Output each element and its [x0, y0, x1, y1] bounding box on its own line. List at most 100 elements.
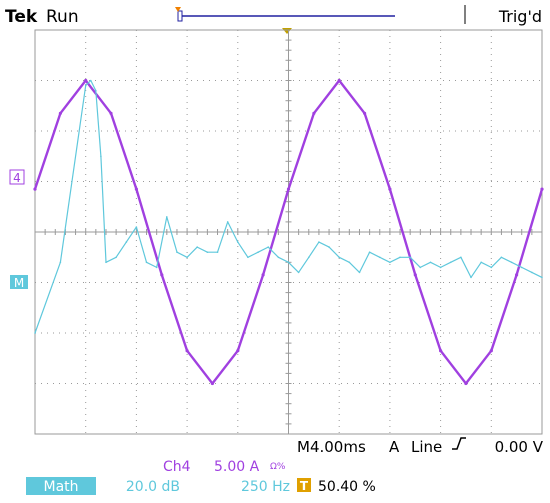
- trace-point-ch4: [515, 273, 519, 277]
- trace-point-math: [409, 256, 412, 259]
- run-state: Run: [46, 7, 79, 27]
- trace-point-ch4: [489, 349, 493, 353]
- trace-point-math: [257, 251, 259, 253]
- record-position-bar[interactable]: [175, 7, 395, 22]
- trace-point-math: [490, 266, 493, 269]
- rising-edge-icon: [452, 437, 466, 450]
- trace-point-math: [460, 256, 462, 259]
- trigger-level: 0.00 V: [495, 438, 544, 456]
- omega-percent-icon: Ω%: [270, 462, 286, 472]
- trace-point-math: [449, 261, 452, 264]
- trace-point-math: [429, 261, 432, 264]
- math-marker[interactable]: M: [10, 275, 28, 290]
- trace-point-math: [105, 261, 107, 264]
- trace-point-math: [531, 271, 533, 274]
- horizontal-scale: M4.00ms: [297, 438, 366, 456]
- trace-point-math: [439, 266, 442, 269]
- math-readout[interactable]: Math 20.0 dB 250 Hz T 50.40 %: [26, 477, 376, 495]
- trace-point-math: [267, 246, 270, 248]
- trigger-position-marker: [175, 7, 181, 12]
- trace-point-math: [206, 251, 209, 253]
- trace-point-math: [389, 261, 391, 264]
- ch4-marker-label: 4: [13, 171, 21, 185]
- trace-point-math: [328, 246, 330, 248]
- trace-point-math: [166, 216, 168, 218]
- trace-point-ch4: [261, 273, 265, 277]
- trace-point-math: [135, 226, 138, 228]
- trace-point-math: [318, 241, 320, 243]
- trace-point-ch4: [464, 381, 468, 386]
- trace-point-math: [368, 251, 371, 253]
- trace-point-math: [470, 276, 472, 279]
- trace-point-math: [125, 241, 128, 243]
- trace-point-ch4: [363, 111, 367, 115]
- math-label-box: [26, 477, 96, 495]
- trace-point-math: [84, 84, 87, 87]
- math-frequency: 250 Hz: [241, 479, 290, 495]
- trace-point-math: [176, 251, 178, 253]
- trace-point-ch4: [388, 187, 392, 191]
- trigger-source: Line: [411, 438, 442, 456]
- trigger-position-icon-label: T: [300, 479, 309, 493]
- trace-point-math: [287, 261, 290, 264]
- trace-point-ch4: [33, 187, 37, 191]
- trace-point-math: [216, 251, 219, 253]
- trace-point-math: [196, 246, 198, 248]
- trace-point-math: [500, 256, 503, 259]
- trace-point-math: [338, 256, 341, 259]
- trace-point-math: [399, 256, 401, 259]
- trace-point-math: [247, 256, 249, 259]
- math-scale: 20.0 dB: [126, 479, 180, 495]
- trace-point-math: [100, 155, 102, 158]
- ch4-scale: 5.00 A: [214, 459, 260, 475]
- trace-point-ch4: [439, 349, 443, 353]
- trace-point-math: [358, 271, 361, 274]
- trace-point-ch4: [210, 381, 214, 386]
- trace-point-ch4: [236, 349, 240, 353]
- trace-math: [34, 79, 543, 334]
- trace-point-math: [419, 266, 422, 269]
- trace-point-math: [59, 261, 62, 264]
- trace-point-math: [348, 261, 351, 264]
- trace-point-math: [308, 256, 310, 259]
- trace-point-math: [145, 261, 148, 264]
- trace-point-ch4: [185, 349, 189, 353]
- trace-point-math: [541, 276, 543, 279]
- trace-point-math: [90, 79, 92, 82]
- ch4-marker[interactable]: 4: [9, 169, 25, 185]
- ch4-readout[interactable]: Ch4 5.00 A Ω%: [163, 459, 286, 475]
- trace-point-math: [95, 89, 97, 92]
- trace-point-math: [480, 261, 483, 264]
- trace-point-ch4: [540, 187, 544, 191]
- trace-point-ch4: [312, 111, 316, 115]
- graticule: [34, 29, 543, 435]
- trace-point-math: [226, 221, 229, 223]
- math-label: Math: [43, 479, 78, 495]
- trace-point-math: [277, 256, 280, 259]
- ch4-channel-label: Ch4: [163, 459, 191, 475]
- trace-point-ch4: [286, 187, 291, 191]
- trace-point-math: [520, 266, 523, 269]
- trigger-time-marker-icon[interactable]: [282, 28, 292, 34]
- trace-point-math: [155, 266, 158, 269]
- timebase-readout[interactable]: M4.00ms A Line 0.00 V: [297, 437, 544, 456]
- trace-point-math: [510, 261, 513, 264]
- trace-point-ch4: [134, 187, 138, 191]
- trigger-channel: A: [389, 438, 400, 456]
- waveform-traces: [33, 78, 544, 386]
- trigger-status: Trig'd: [498, 7, 542, 26]
- trace-point-ch4: [160, 273, 164, 277]
- trace-point-ch4: [337, 78, 341, 83]
- trace-point-ch4: [413, 273, 417, 277]
- trigger-position-icon: [297, 478, 311, 492]
- trace-point-math: [186, 256, 188, 259]
- trace-point-ch4: [58, 111, 63, 115]
- trace-point-math: [379, 256, 381, 259]
- trace-point-math: [297, 271, 300, 274]
- trace-point-ch4: [109, 111, 113, 115]
- trace-point-ch4: [84, 78, 88, 83]
- brand-label: Tek: [5, 7, 38, 27]
- trigger-position: 50.40 %: [318, 479, 376, 495]
- trace-point-math: [34, 332, 36, 334]
